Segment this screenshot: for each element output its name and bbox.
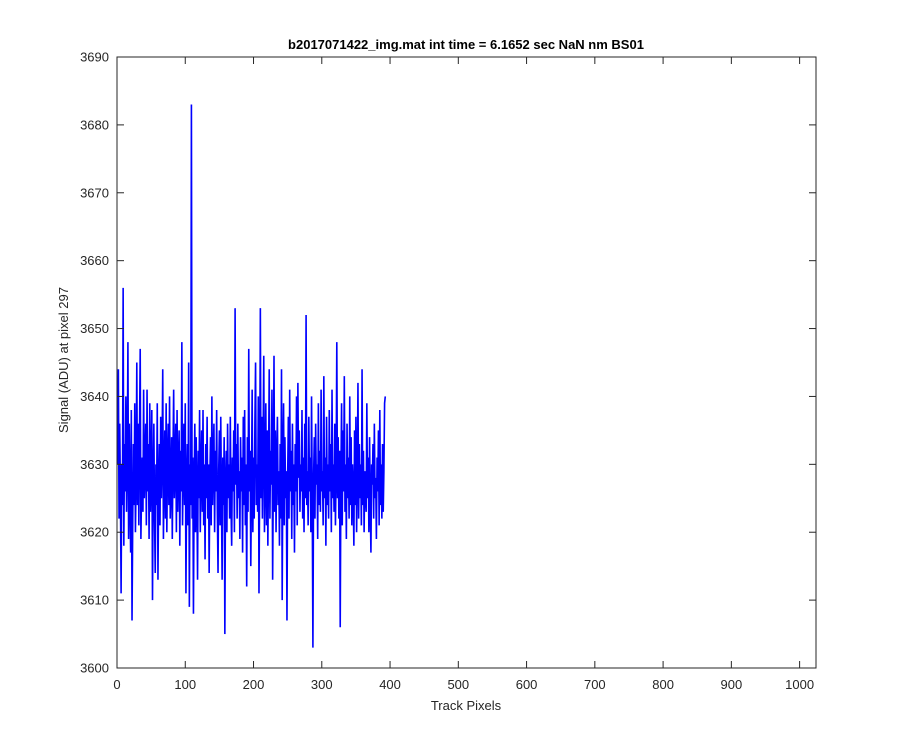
y-tick-label: 3660: [80, 253, 109, 268]
y-tick-label: 3600: [80, 661, 109, 676]
y-tick-label: 3630: [80, 457, 109, 472]
y-tick-label: 3690: [80, 50, 109, 65]
y-tick-label: 3620: [80, 525, 109, 540]
x-tick-label: 600: [516, 677, 538, 692]
x-tick-label: 0: [113, 677, 120, 692]
y-tick-label: 3650: [80, 321, 109, 336]
x-tick-label: 700: [584, 677, 606, 692]
y-tick-label: 3670: [80, 185, 109, 200]
x-tick-label: 300: [311, 677, 333, 692]
x-tick-label: 200: [243, 677, 265, 692]
x-tick-label: 400: [379, 677, 401, 692]
x-tick-label: 900: [721, 677, 743, 692]
series-line-1: [116, 104, 387, 648]
x-tick-label: 800: [652, 677, 674, 692]
series-layer: [116, 104, 387, 648]
plot-area: [117, 57, 816, 668]
axes-box: [116, 56, 817, 669]
y-axis-label: Signal (ADU) at pixel 297: [56, 287, 71, 433]
x-tick-label: 500: [447, 677, 469, 692]
x-tick-label: 1000: [785, 677, 814, 692]
axes-layer: 0 100 200 300 400 500 600 700 800 900 1000 3600 3610…: [80, 50, 817, 692]
x-axis-label: Track Pixels: [431, 698, 502, 713]
y-tick-label: 3680: [80, 117, 109, 132]
x-tick-label: 100: [174, 677, 196, 692]
chart-title: b2017071422_img.mat int time = 6.1652 se…: [288, 37, 644, 52]
y-tick-label: 3610: [80, 593, 109, 608]
y-tick-label: 3640: [80, 389, 109, 404]
